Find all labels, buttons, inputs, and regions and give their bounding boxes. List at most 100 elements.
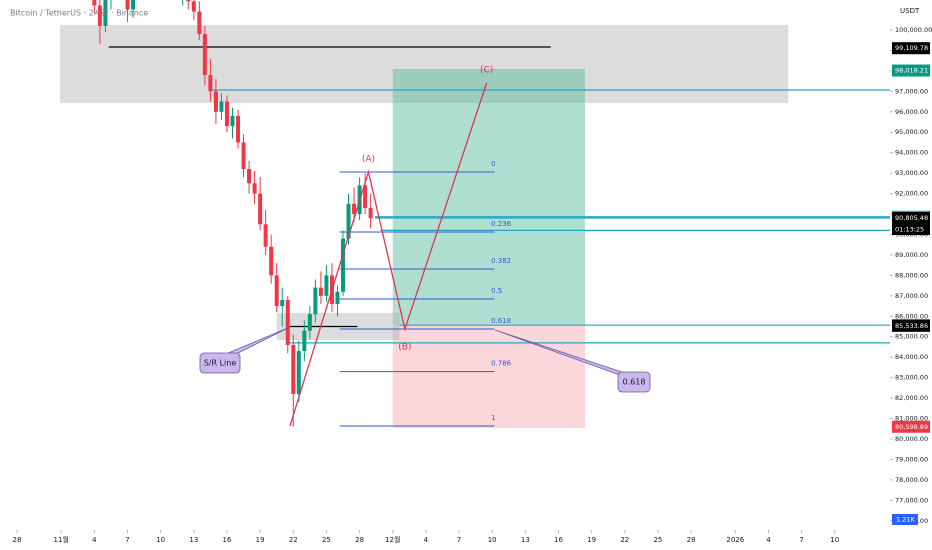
price-badge	[892, 212, 930, 225]
callout-text: 0.618	[623, 378, 646, 387]
price-badge	[892, 64, 930, 77]
callout-box	[199, 352, 241, 374]
candle-body	[219, 101, 224, 112]
x-tick-label: 4	[424, 536, 429, 544]
fib-label: 0.382	[491, 257, 511, 265]
y-tick-label: 83,000.00	[895, 374, 928, 382]
price-axis	[890, 0, 932, 550]
y-tick-label: 89,000.00	[895, 251, 928, 259]
candle-body	[131, 0, 136, 10]
candle-body	[318, 287, 323, 296]
wave-line	[289, 82, 488, 427]
fib-label: 0.618	[491, 317, 511, 325]
x-tick-label: 19	[256, 536, 265, 544]
candle-body	[186, 0, 191, 2]
x-tick-label: 25	[653, 536, 662, 544]
callout-text: S/R Line	[204, 359, 237, 368]
candle-body	[324, 275, 329, 296]
x-tick-label: 16	[554, 536, 563, 544]
x-tick-label: 11월	[54, 535, 69, 544]
x-tick-label: 16	[223, 536, 232, 544]
candle-body	[346, 203, 351, 239]
countdown: 01:13:25	[895, 226, 924, 234]
price-badge-label: 80,598.89	[895, 423, 928, 431]
price-badge-label: 99,109.78	[895, 44, 928, 52]
callout-pointer	[494, 329, 641, 379]
y-tick-label: 86,000.00	[895, 312, 928, 320]
y-tick-label: 82,000.00	[895, 394, 928, 402]
candle-body	[341, 238, 346, 292]
y-tick-label: 88,000.00	[895, 271, 928, 279]
callout-pointer	[213, 326, 291, 360]
x-tick-label: 7	[799, 536, 803, 544]
y-tick-label: 94,000.00	[895, 149, 928, 157]
candle-body	[291, 344, 296, 395]
candle-body	[202, 34, 207, 75]
volume-badge	[892, 514, 918, 525]
candle-body	[230, 115, 235, 127]
candle-body	[252, 183, 257, 194]
candle-body	[197, 11, 202, 35]
candle-body	[213, 91, 218, 112]
x-tick-label: 13	[189, 536, 198, 544]
price-badge-label: 90,805.48	[895, 214, 928, 222]
candle-body	[280, 299, 285, 307]
candle-body	[269, 246, 274, 276]
y-tick-label: 84,000.00	[895, 353, 928, 361]
chart-title: Bitcoin / TetherUS · 2시간 · Binance	[10, 8, 148, 18]
x-tick-label: 10	[488, 536, 497, 544]
y-tick-label: 100,000.00	[895, 26, 932, 34]
price-badge	[892, 319, 930, 332]
candle-body	[241, 142, 246, 170]
y-tick-label: 93,000.00	[895, 169, 928, 177]
y-tick-label: 77,000.00	[895, 496, 928, 504]
y-tick-label: 80,000.00	[895, 435, 928, 443]
candle-body	[103, 0, 108, 26]
price-badge-label: 98,018.21	[895, 67, 928, 75]
x-tick-label: 28	[355, 536, 364, 544]
candle-body	[208, 74, 213, 92]
candle-body	[296, 351, 301, 395]
wave-label: (B)	[398, 342, 411, 352]
currency: USDT	[900, 7, 920, 15]
candle-body	[247, 169, 252, 184]
candle-body	[125, 0, 130, 10]
wave-label: (A)	[362, 155, 375, 165]
candle-body	[307, 314, 312, 331]
x-tick-label: 28	[687, 536, 696, 544]
price-badge-label: 85,533.86	[895, 322, 928, 330]
candle-body	[263, 224, 268, 247]
fib-label: 0	[491, 160, 495, 168]
price-badge	[892, 42, 930, 55]
candle-body	[368, 207, 373, 219]
x-tick-label: 25	[322, 536, 331, 544]
fib-label: 0.236	[491, 220, 512, 228]
x-tick-label: 10	[830, 536, 839, 544]
x-tick-label: 10	[156, 536, 165, 544]
candle-body	[224, 101, 229, 127]
x-tick-label: 2026	[726, 536, 744, 544]
fib-label: 0.5	[491, 287, 502, 295]
y-tick-label: 81,000.00	[895, 415, 928, 423]
countdown-badge	[892, 224, 930, 236]
candle-body	[97, 5, 102, 26]
candle-body	[363, 185, 368, 208]
volume-label: 1.21K	[896, 516, 915, 524]
x-tick-label: 4	[92, 536, 97, 544]
price-badge	[892, 420, 930, 433]
x-tick-label: 4	[766, 536, 771, 544]
x-tick-label: 7	[457, 536, 461, 544]
candle-body	[285, 299, 290, 345]
candle-body	[274, 275, 279, 307]
x-tick-label: 19	[587, 536, 596, 544]
x-tick-label: 12월	[385, 535, 400, 544]
y-tick-label: 92,000.00	[895, 190, 928, 198]
candle-body	[236, 115, 241, 143]
y-tick-label: 79,000.00	[895, 455, 928, 463]
x-tick-label: 7	[125, 536, 129, 544]
x-tick-label: 28	[13, 536, 22, 544]
candle-body	[92, 0, 97, 6]
callout-box	[617, 371, 651, 393]
